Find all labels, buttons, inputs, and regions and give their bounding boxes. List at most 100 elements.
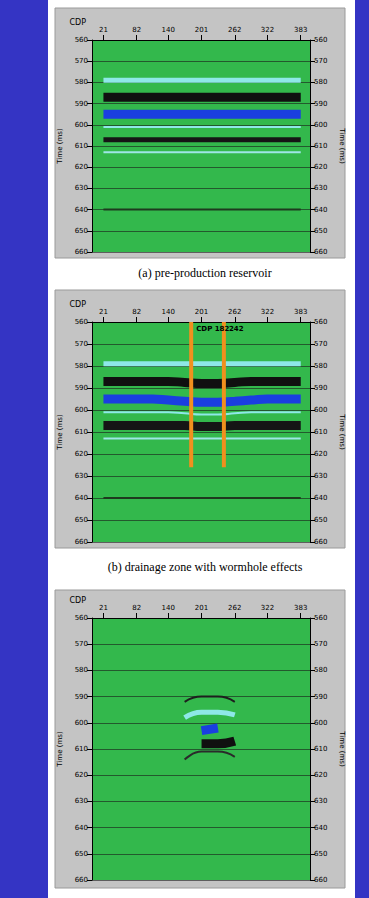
svg-text:660: 660 [314,248,327,256]
svg-text:570: 570 [314,57,327,65]
svg-text:620: 620 [314,771,327,779]
svg-text:570: 570 [75,340,88,348]
svg-text:262: 262 [228,604,241,612]
svg-text:140: 140 [162,308,175,316]
svg-text:262: 262 [228,26,241,34]
svg-text:630: 630 [314,472,327,480]
svg-text:600: 600 [314,719,327,727]
svg-text:560: 560 [75,318,88,326]
svg-text:560: 560 [75,36,88,44]
svg-text:620: 620 [75,771,88,779]
svg-text:(a) pre-production reservoir: (a) pre-production reservoir [138,266,271,280]
svg-text:650: 650 [75,850,88,858]
svg-text:630: 630 [75,797,88,805]
svg-text:322: 322 [261,604,274,612]
svg-text:580: 580 [314,666,327,674]
svg-text:Time (ms): Time (ms) [56,414,64,451]
svg-text:CDP: CDP [69,300,86,309]
svg-text:580: 580 [75,78,88,86]
svg-text:383: 383 [294,26,307,34]
svg-text:640: 640 [75,494,88,502]
svg-text:650: 650 [75,227,88,235]
svg-text:580: 580 [75,666,88,674]
svg-text:322: 322 [261,308,274,316]
svg-text:610: 610 [314,745,327,753]
svg-text:660: 660 [314,538,327,546]
svg-text:660: 660 [75,538,88,546]
svg-text:630: 630 [314,797,327,805]
svg-text:620: 620 [75,163,88,171]
svg-text:650: 650 [314,850,327,858]
svg-text:CDP: CDP [69,596,86,605]
svg-text:610: 610 [75,745,88,753]
svg-text:140: 140 [162,604,175,612]
svg-text:322: 322 [261,26,274,34]
svg-text:CDP 182: CDP 182 [196,325,229,333]
svg-text:242: 242 [229,325,244,333]
svg-text:570: 570 [75,640,88,648]
svg-text:630: 630 [314,184,327,192]
svg-text:650: 650 [75,516,88,524]
svg-text:580: 580 [314,78,327,86]
svg-text:570: 570 [314,640,327,648]
svg-text:610: 610 [75,142,88,150]
svg-text:383: 383 [294,604,307,612]
svg-text:590: 590 [75,693,88,701]
svg-text:600: 600 [75,719,88,727]
svg-text:21: 21 [99,26,108,34]
svg-text:640: 640 [75,206,88,214]
svg-text:560: 560 [314,614,327,622]
svg-text:600: 600 [75,121,88,129]
svg-text:Time (ms): Time (ms) [56,128,64,165]
svg-text:262: 262 [228,308,241,316]
svg-text:650: 650 [314,227,327,235]
svg-text:82: 82 [132,308,141,316]
svg-text:82: 82 [132,26,141,34]
svg-text:660: 660 [75,248,88,256]
svg-text:590: 590 [75,384,88,392]
svg-text:640: 640 [314,824,327,832]
svg-text:620: 620 [314,163,327,171]
svg-text:610: 610 [75,428,88,436]
svg-text:630: 630 [75,184,88,192]
svg-text:650: 650 [314,516,327,524]
svg-text:Time (ms): Time (ms) [338,730,346,767]
svg-text:21: 21 [99,308,108,316]
svg-text:201: 201 [195,308,208,316]
svg-text:630: 630 [75,472,88,480]
svg-text:580: 580 [75,362,88,370]
svg-text:CDP: CDP [69,18,86,27]
svg-text:640: 640 [314,494,327,502]
svg-text:383: 383 [294,308,307,316]
svg-text:590: 590 [314,693,327,701]
svg-text:Time (ms): Time (ms) [338,413,346,450]
svg-text:570: 570 [75,57,88,65]
svg-text:610: 610 [314,428,327,436]
svg-text:620: 620 [75,450,88,458]
svg-text:201: 201 [195,604,208,612]
svg-text:201: 201 [195,26,208,34]
svg-text:21: 21 [99,604,108,612]
svg-text:560: 560 [314,318,327,326]
svg-text:640: 640 [75,824,88,832]
svg-text:Time (ms): Time (ms) [56,731,64,768]
svg-text:560: 560 [75,614,88,622]
svg-text:82: 82 [132,604,141,612]
svg-text:660: 660 [314,876,327,884]
svg-text:Time (ms): Time (ms) [338,127,346,164]
svg-text:560: 560 [314,36,327,44]
svg-text:(b) drainage zone with wormhol: (b) drainage zone with wormhole effects [108,560,303,574]
svg-text:660: 660 [75,876,88,884]
svg-text:140: 140 [162,26,175,34]
svg-text:600: 600 [314,121,327,129]
svg-text:590: 590 [314,100,327,108]
svg-text:580: 580 [314,362,327,370]
svg-text:590: 590 [314,384,327,392]
svg-text:600: 600 [75,406,88,414]
svg-text:600: 600 [314,406,327,414]
svg-text:570: 570 [314,340,327,348]
svg-text:640: 640 [314,206,327,214]
svg-text:590: 590 [75,100,88,108]
svg-text:610: 610 [314,142,327,150]
svg-text:620: 620 [314,450,327,458]
